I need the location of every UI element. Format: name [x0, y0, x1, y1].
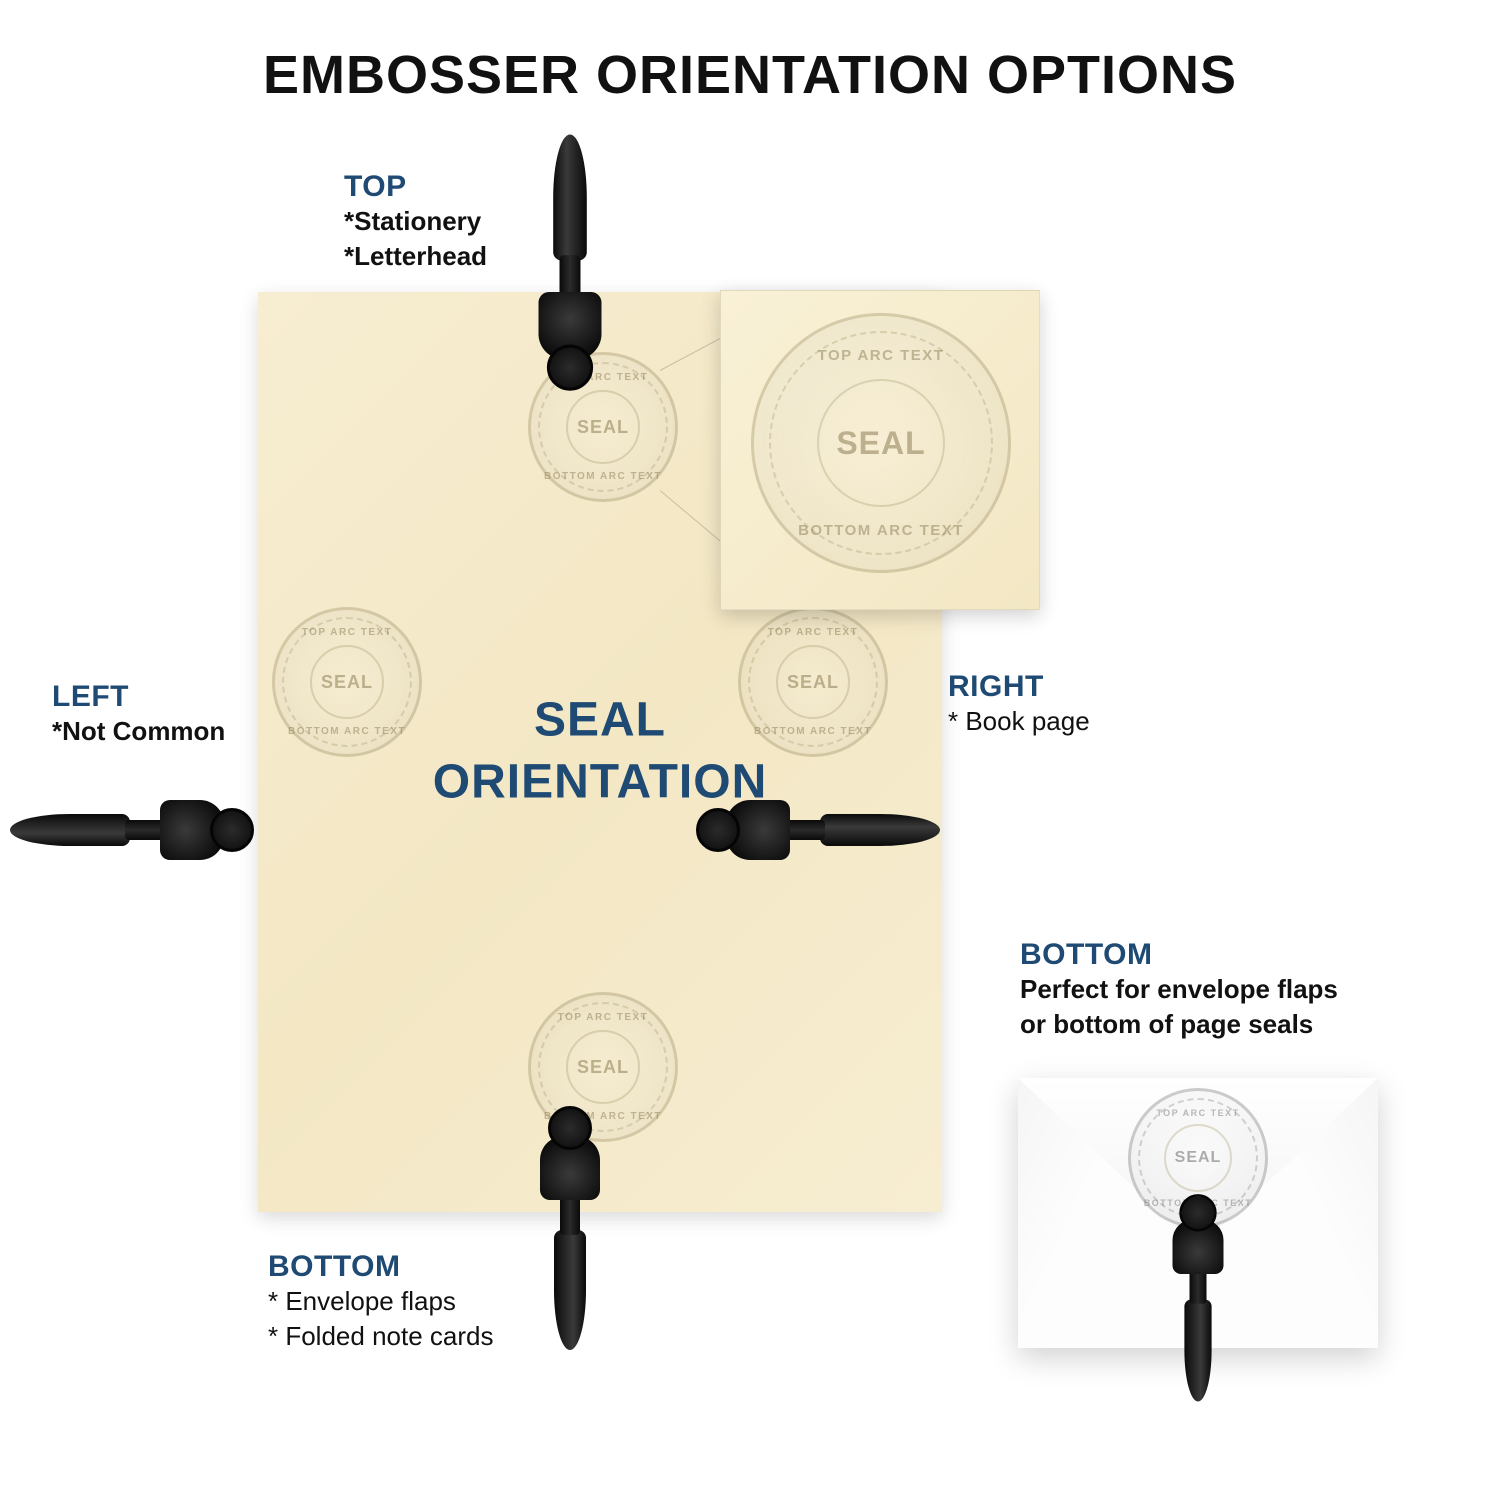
seal-center-text: SEAL [577, 417, 629, 438]
annotation-top-heading: TOP [344, 170, 487, 204]
annotation-top: TOP *Stationery *Letterhead [344, 170, 487, 274]
seal-impression-bottom: TOP ARC TEXT SEAL BOTTOM ARC TEXT [528, 992, 678, 1142]
annotation-right-line1: * Book page [948, 704, 1090, 739]
annotation-bottom-line1: * Envelope flaps [268, 1284, 493, 1319]
annotation-top-line2: *Letterhead [344, 239, 487, 274]
annotation-bottom-envelope-heading: BOTTOM [1020, 938, 1338, 972]
annotation-bottom-heading: BOTTOM [268, 1250, 493, 1284]
annotation-left: LEFT *Not Common [52, 680, 225, 749]
page-title: EMBOSSER ORIENTATION OPTIONS [0, 44, 1500, 106]
seal-impression-envelope: TOP ARC TEXT SEAL BOTTOM ARC TEXT [1128, 1088, 1268, 1228]
seal-impression-zoom: TOP ARC TEXT SEAL BOTTOM ARC TEXT [751, 313, 1011, 573]
annotation-left-line1: *Not Common [52, 714, 225, 749]
annotation-left-heading: LEFT [52, 680, 225, 714]
annotation-bottom-envelope-line1: Perfect for envelope flaps [1020, 972, 1338, 1007]
annotation-right: RIGHT * Book page [948, 670, 1090, 739]
annotation-bottom-envelope-line2: or bottom of page seals [1020, 1007, 1338, 1042]
embosser-left [10, 800, 230, 860]
annotation-bottom-line2: * Folded note cards [268, 1319, 493, 1354]
annotation-right-heading: RIGHT [948, 670, 1090, 704]
seal-impression-top: TOP ARC TEXT SEAL BOTTOM ARC TEXT [528, 352, 678, 502]
zoom-callout: TOP ARC TEXT SEAL BOTTOM ARC TEXT [720, 290, 1040, 610]
seal-impression-right: TOP ARC TEXT SEAL BOTTOM ARC TEXT [738, 607, 888, 757]
page-center-text: SEAL ORIENTATION [433, 690, 768, 815]
page-center-line2: ORIENTATION [433, 752, 768, 814]
page-center-line1: SEAL [433, 690, 768, 752]
annotation-top-line1: *Stationery [344, 204, 487, 239]
annotation-bottom: BOTTOM * Envelope flaps * Folded note ca… [268, 1250, 493, 1354]
seal-arc-top: TOP ARC TEXT [528, 372, 678, 383]
envelope-example: TOP ARC TEXT SEAL BOTTOM ARC TEXT [1018, 1078, 1378, 1348]
seal-arc-bottom: BOTTOM ARC TEXT [528, 471, 678, 482]
seal-impression-left: TOP ARC TEXT SEAL BOTTOM ARC TEXT [272, 607, 422, 757]
annotation-bottom-envelope: BOTTOM Perfect for envelope flaps or bot… [1020, 938, 1338, 1042]
